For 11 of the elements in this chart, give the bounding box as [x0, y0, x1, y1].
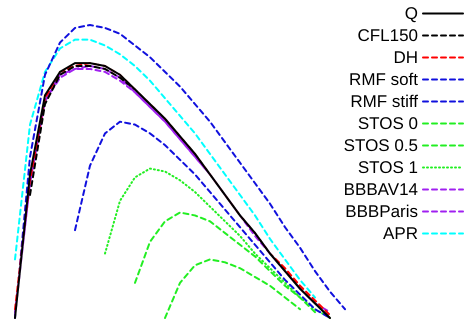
legend-label: RMF stiff [350, 92, 418, 111]
legend-label: STOS 0 [358, 114, 418, 133]
legend-label: APR [383, 224, 418, 243]
legend-label: DH [393, 48, 418, 67]
legend-label: STOS 0.5 [344, 136, 418, 155]
legend-label: BBBAV14 [344, 180, 418, 199]
legend-label: RMF soft [349, 70, 418, 89]
legend-label: BBBParis [345, 202, 418, 221]
legend-label: STOS 1 [358, 158, 418, 177]
legend-label: CFL150 [358, 26, 418, 45]
legend-label: Q [404, 4, 418, 23]
